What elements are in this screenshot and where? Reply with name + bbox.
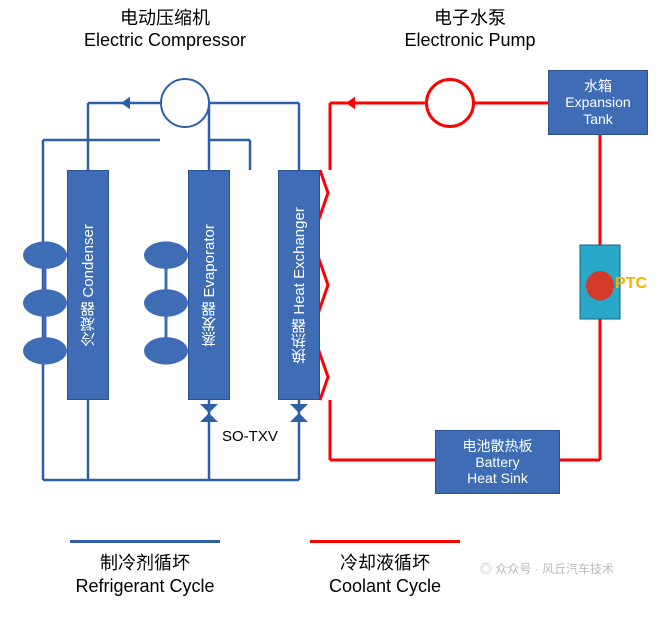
- ptc-label: PTC: [615, 275, 647, 293]
- condenser-box: 冷凝器 Condenser: [67, 170, 109, 400]
- valve-label: SO-TXV: [222, 428, 278, 445]
- pump-title: 电子水泵 Electronic Pump: [360, 8, 580, 51]
- evaporator-box: 蒸发器 Evaporator: [188, 170, 230, 400]
- legend-coolant-label: 冷却液循坏Coolant Cycle: [290, 552, 480, 597]
- legend-coolant-line: [310, 540, 460, 543]
- heat-exchanger-box: 换热器 Heat Exchanger: [278, 170, 320, 400]
- legend-refrigerant-line: [70, 540, 220, 543]
- compressor-icon: [160, 78, 210, 128]
- pump-title-en: Electronic Pump: [360, 30, 580, 52]
- legend-refrigerant-label: 制冷剂循坏Refrigerant Cycle: [50, 552, 240, 597]
- compressor-title-cn: 电动压缩机: [55, 8, 275, 30]
- battery-heatsink-box: 电池散热板BatteryHeat Sink: [435, 430, 560, 494]
- compressor-title: 电动压缩机 Electric Compressor: [55, 8, 275, 51]
- compressor-title-en: Electric Compressor: [55, 30, 275, 52]
- watermark: ◎ 众众号 · 风丘汽车技术: [480, 560, 614, 577]
- pump-icon: [425, 78, 475, 128]
- pump-title-cn: 电子水泵: [360, 8, 580, 30]
- expansion-tank-box: 水箱ExpansionTank: [548, 70, 648, 135]
